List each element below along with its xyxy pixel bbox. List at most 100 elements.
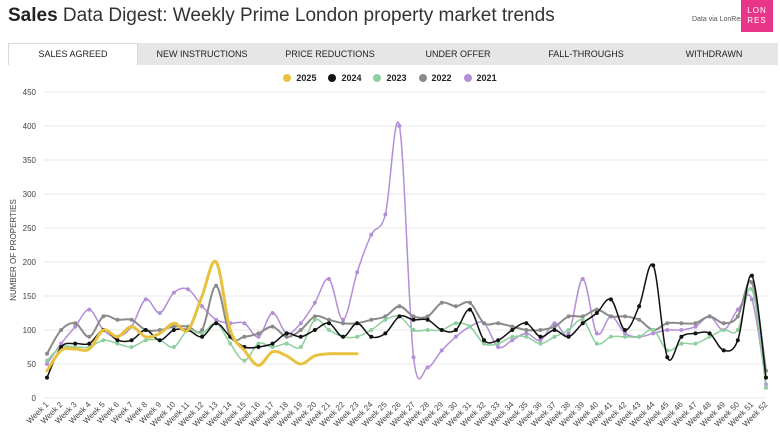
data-point-2024[interactable]	[59, 345, 64, 349]
data-point-2024[interactable]	[679, 334, 684, 339]
legend-item-2021[interactable]: 2021	[463, 73, 497, 83]
data-point-2023[interactable]	[510, 334, 515, 339]
data-point-2024[interactable]	[115, 338, 120, 343]
data-point-2023[interactable]	[467, 324, 472, 329]
data-point-2024[interactable]	[157, 338, 162, 343]
data-point-2023[interactable]	[171, 345, 176, 349]
data-point-2022[interactable]	[45, 351, 49, 356]
data-point-2023[interactable]	[580, 317, 585, 322]
data-point-2022[interactable]	[510, 324, 515, 329]
data-point-2024[interactable]	[496, 338, 501, 343]
data-point-2023[interactable]	[482, 341, 487, 346]
data-point-2021[interactable]	[397, 124, 402, 128]
data-point-2023[interactable]	[693, 341, 698, 346]
tab-new-instructions[interactable]: NEW INSTRUCTIONS	[156, 49, 248, 59]
data-point-2023[interactable]	[453, 321, 458, 326]
data-point-2023[interactable]	[298, 345, 303, 349]
data-point-2024[interactable]	[383, 331, 388, 336]
data-point-2021[interactable]	[157, 311, 162, 315]
data-point-2023[interactable]	[735, 328, 740, 332]
data-point-2021[interactable]	[200, 304, 205, 309]
data-point-2022[interactable]	[411, 314, 416, 319]
data-point-2024[interactable]	[538, 334, 543, 339]
data-point-2023[interactable]	[284, 341, 289, 346]
data-point-2024[interactable]	[284, 331, 289, 336]
data-point-2024[interactable]	[312, 328, 317, 332]
data-point-2021[interactable]	[45, 362, 49, 366]
data-point-2022[interactable]	[214, 283, 219, 288]
data-point-2024[interactable]	[467, 307, 472, 312]
data-point-2021[interactable]	[735, 307, 740, 312]
data-point-2022[interactable]	[326, 317, 331, 322]
data-point-2021[interactable]	[326, 277, 331, 281]
data-point-2021[interactable]	[693, 324, 698, 329]
data-point-2024[interactable]	[693, 331, 698, 336]
data-point-2021[interactable]	[256, 334, 261, 339]
data-point-2021[interactable]	[312, 300, 317, 305]
legend-item-2025[interactable]: 2025	[283, 73, 316, 83]
data-point-2021[interactable]	[73, 324, 78, 329]
data-point-2023[interactable]	[143, 338, 148, 343]
data-point-2022[interactable]	[200, 328, 205, 332]
data-point-2024[interactable]	[45, 375, 49, 380]
data-point-2021[interactable]	[185, 287, 190, 292]
data-point-2021[interactable]	[298, 321, 303, 326]
data-point-2022[interactable]	[284, 334, 289, 339]
data-point-2022[interactable]	[637, 317, 642, 322]
data-point-2021[interactable]	[214, 317, 219, 322]
data-point-2021[interactable]	[59, 341, 64, 346]
data-point-2021[interactable]	[369, 232, 374, 237]
data-point-2023[interactable]	[608, 334, 613, 339]
data-point-2024[interactable]	[665, 355, 670, 360]
data-point-2023[interactable]	[623, 334, 628, 339]
data-point-2021[interactable]	[749, 297, 754, 302]
data-point-2024[interactable]	[749, 273, 754, 278]
tab-sales-agreed[interactable]: SALES AGREED	[8, 43, 138, 65]
data-point-2022[interactable]	[735, 314, 740, 319]
data-point-2024[interactable]	[270, 341, 275, 346]
data-point-2021[interactable]	[665, 328, 670, 332]
legend-item-2022[interactable]: 2022	[418, 73, 452, 83]
data-point-2021[interactable]	[524, 331, 529, 336]
data-point-2022[interactable]	[693, 321, 698, 326]
tab-withdrawn[interactable]: WITHDRAWN	[685, 49, 743, 59]
data-point-2023[interactable]	[383, 317, 388, 322]
data-point-2023[interactable]	[552, 334, 557, 339]
data-point-2024[interactable]	[87, 341, 92, 346]
data-point-2022[interactable]	[312, 314, 317, 319]
data-point-2023[interactable]	[228, 341, 233, 346]
data-point-2022[interactable]	[566, 314, 571, 319]
data-point-2023[interactable]	[749, 287, 754, 292]
tab-fall-throughs[interactable]: FALL-THROUGHS	[548, 49, 624, 59]
data-point-2022[interactable]	[439, 300, 444, 305]
data-point-2021[interactable]	[594, 331, 599, 336]
data-point-2022[interactable]	[580, 314, 585, 319]
data-point-2021[interactable]	[143, 297, 148, 302]
data-point-2024[interactable]	[411, 317, 416, 322]
legend-item-2023[interactable]: 2023	[373, 73, 407, 83]
data-point-2021[interactable]	[538, 338, 543, 343]
data-point-2021[interactable]	[496, 345, 501, 349]
data-point-2022[interactable]	[115, 317, 120, 322]
data-point-2024[interactable]	[425, 317, 430, 322]
data-point-2022[interactable]	[397, 304, 402, 309]
data-point-2024[interactable]	[453, 328, 458, 332]
data-point-2021[interactable]	[510, 338, 515, 343]
data-point-2022[interactable]	[73, 321, 78, 326]
data-point-2023[interactable]	[326, 328, 331, 332]
data-point-2022[interactable]	[721, 321, 726, 326]
data-point-2022[interactable]	[594, 307, 599, 312]
data-point-2022[interactable]	[608, 314, 613, 319]
data-point-2024[interactable]	[623, 328, 628, 332]
data-point-2024[interactable]	[524, 321, 529, 326]
data-point-2021[interactable]	[439, 348, 444, 353]
data-point-2022[interactable]	[341, 321, 346, 326]
data-point-2023[interactable]	[270, 345, 275, 349]
data-point-2023[interactable]	[369, 328, 374, 332]
data-point-2021[interactable]	[679, 328, 684, 332]
data-point-2023[interactable]	[242, 358, 247, 363]
data-point-2024[interactable]	[552, 328, 557, 332]
data-point-2024[interactable]	[580, 321, 585, 326]
data-point-2021[interactable]	[87, 307, 92, 312]
data-point-2024[interactable]	[397, 314, 402, 319]
